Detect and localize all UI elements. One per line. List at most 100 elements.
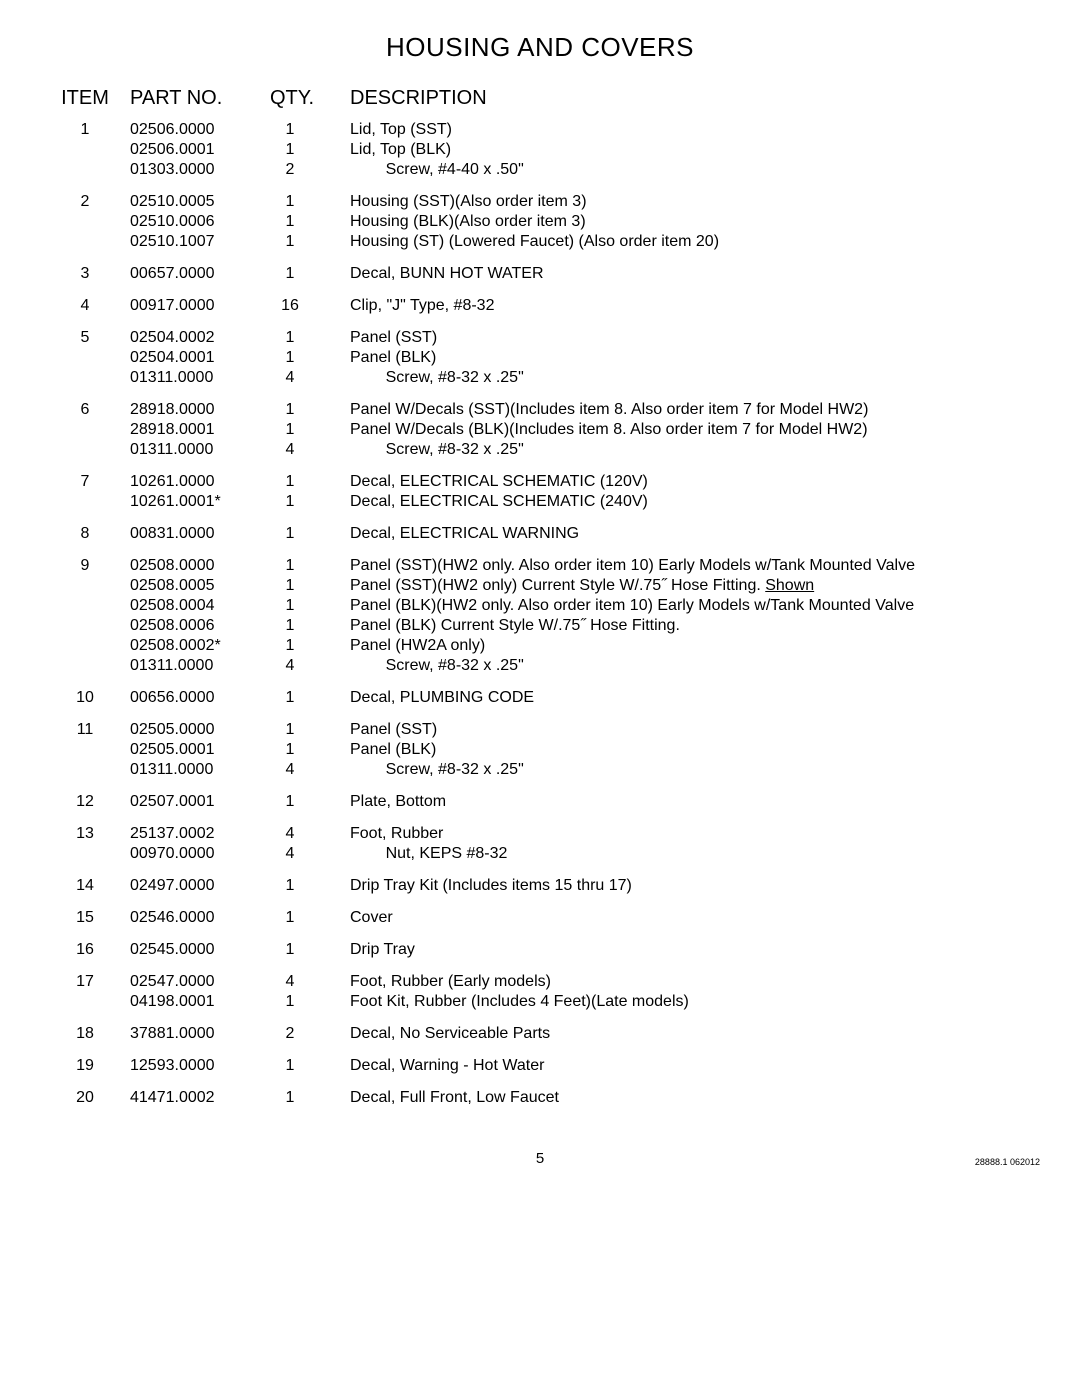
quantities: 1 bbox=[270, 940, 350, 972]
item-number: 12 bbox=[40, 792, 130, 824]
part-numbers: 28918.0000 28918.0001 01311.0000 bbox=[130, 400, 270, 472]
quantities: 4 4 bbox=[270, 824, 350, 876]
table-row: 1502546.00001Cover bbox=[40, 908, 1040, 940]
descriptions: Decal, Full Front, Low Faucet bbox=[350, 1088, 1040, 1120]
quantities: 1 1 4 bbox=[270, 328, 350, 400]
descriptions: Plate, Bottom bbox=[350, 792, 1040, 824]
table-row: 1402497.00001Drip Tray Kit (Includes ite… bbox=[40, 876, 1040, 908]
page-footer: 5 28888.1 062012 bbox=[40, 1150, 1040, 1167]
descriptions: Decal, ELECTRICAL WARNING bbox=[350, 524, 1040, 556]
col-header-desc: DESCRIPTION bbox=[350, 81, 1040, 120]
part-numbers: 10261.0000 10261.0001* bbox=[130, 472, 270, 524]
item-number: 4 bbox=[40, 296, 130, 328]
parts-table: ITEM PART NO. QTY. DESCRIPTION 102506.00… bbox=[40, 81, 1040, 1120]
item-number: 17 bbox=[40, 972, 130, 1024]
descriptions: Drip Tray bbox=[350, 940, 1040, 972]
col-header-qty: QTY. bbox=[270, 81, 350, 120]
table-row: 800831.00001Decal, ELECTRICAL WARNING bbox=[40, 524, 1040, 556]
quantities: 1 bbox=[270, 1056, 350, 1088]
item-number: 7 bbox=[40, 472, 130, 524]
part-numbers: 02510.0005 02510.0006 02510.1007 bbox=[130, 192, 270, 264]
item-number: 3 bbox=[40, 264, 130, 296]
descriptions: Decal, Warning - Hot Water bbox=[350, 1056, 1040, 1088]
descriptions: Housing (SST)(Also order item 3) Housing… bbox=[350, 192, 1040, 264]
item-number: 10 bbox=[40, 688, 130, 720]
quantities: 1 bbox=[270, 1088, 350, 1120]
quantities: 4 1 bbox=[270, 972, 350, 1024]
col-header-part: PART NO. bbox=[130, 81, 270, 120]
quantities: 1 1 1 bbox=[270, 192, 350, 264]
quantities: 16 bbox=[270, 296, 350, 328]
descriptions: Panel (SST) Panel (BLK) Screw, #8-32 x .… bbox=[350, 328, 1040, 400]
item-number: 9 bbox=[40, 556, 130, 688]
descriptions: Foot, Rubber Nut, KEPS #8-32 bbox=[350, 824, 1040, 876]
descriptions: Decal, BUNN HOT WATER bbox=[350, 264, 1040, 296]
table-row: 502504.0002 02504.0001 01311.00001 1 4Pa… bbox=[40, 328, 1040, 400]
item-number: 18 bbox=[40, 1024, 130, 1056]
descriptions: Decal, ELECTRICAL SCHEMATIC (120V) Decal… bbox=[350, 472, 1040, 524]
table-row: 1702547.0000 04198.00014 1Foot, Rubber (… bbox=[40, 972, 1040, 1024]
item-number: 14 bbox=[40, 876, 130, 908]
table-row: 300657.00001Decal, BUNN HOT WATER bbox=[40, 264, 1040, 296]
item-number: 13 bbox=[40, 824, 130, 876]
quantities: 1 bbox=[270, 876, 350, 908]
table-row: 1325137.0002 00970.00004 4Foot, Rubber N… bbox=[40, 824, 1040, 876]
descriptions: Foot, Rubber (Early models) Foot Kit, Ru… bbox=[350, 972, 1040, 1024]
doc-code: 28888.1 062012 bbox=[975, 1157, 1040, 1167]
table-row: 1000656.00001Decal, PLUMBING CODE bbox=[40, 688, 1040, 720]
descriptions: Drip Tray Kit (Includes items 15 thru 17… bbox=[350, 876, 1040, 908]
item-number: 16 bbox=[40, 940, 130, 972]
quantities: 1 bbox=[270, 792, 350, 824]
table-row: 1202507.00011Plate, Bottom bbox=[40, 792, 1040, 824]
page-number: 5 bbox=[40, 1150, 1040, 1167]
shown-link: Shown bbox=[765, 577, 814, 594]
quantities: 1 1 4 bbox=[270, 720, 350, 792]
part-numbers: 25137.0002 00970.0000 bbox=[130, 824, 270, 876]
quantities: 1 1 2 bbox=[270, 120, 350, 192]
item-number: 19 bbox=[40, 1056, 130, 1088]
descriptions: Panel (SST) Panel (BLK) Screw, #8-32 x .… bbox=[350, 720, 1040, 792]
part-numbers: 02507.0001 bbox=[130, 792, 270, 824]
item-number: 1 bbox=[40, 120, 130, 192]
quantities: 1 bbox=[270, 688, 350, 720]
part-numbers: 02547.0000 04198.0001 bbox=[130, 972, 270, 1024]
table-row: 1837881.00002Decal, No Serviceable Parts bbox=[40, 1024, 1040, 1056]
item-number: 2 bbox=[40, 192, 130, 264]
table-row: 400917.000016Clip, "J" Type, #8-32 bbox=[40, 296, 1040, 328]
part-numbers: 00657.0000 bbox=[130, 264, 270, 296]
part-numbers: 41471.0002 bbox=[130, 1088, 270, 1120]
item-number: 20 bbox=[40, 1088, 130, 1120]
part-numbers: 02505.0000 02505.0001 01311.0000 bbox=[130, 720, 270, 792]
descriptions: Clip, "J" Type, #8-32 bbox=[350, 296, 1040, 328]
table-row: 1912593.00001Decal, Warning - Hot Water bbox=[40, 1056, 1040, 1088]
quantities: 2 bbox=[270, 1024, 350, 1056]
table-row: 628918.0000 28918.0001 01311.00001 1 4Pa… bbox=[40, 400, 1040, 472]
quantities: 1 bbox=[270, 524, 350, 556]
item-number: 8 bbox=[40, 524, 130, 556]
quantities: 1 1 bbox=[270, 472, 350, 524]
table-row: 1602545.00001Drip Tray bbox=[40, 940, 1040, 972]
table-row: 902508.0000 02508.0005 02508.0004 02508.… bbox=[40, 556, 1040, 688]
quantities: 1 1 4 bbox=[270, 400, 350, 472]
table-row: 102506.0000 02506.0001 01303.00001 1 2Li… bbox=[40, 120, 1040, 192]
quantities: 1 1 1 1 1 4 bbox=[270, 556, 350, 688]
descriptions: Decal, No Serviceable Parts bbox=[350, 1024, 1040, 1056]
part-numbers: 02508.0000 02508.0005 02508.0004 02508.0… bbox=[130, 556, 270, 688]
col-header-item: ITEM bbox=[40, 81, 130, 120]
descriptions: Panel W/Decals (SST)(Includes item 8. Al… bbox=[350, 400, 1040, 472]
part-numbers: 00656.0000 bbox=[130, 688, 270, 720]
part-numbers: 02506.0000 02506.0001 01303.0000 bbox=[130, 120, 270, 192]
table-row: 202510.0005 02510.0006 02510.10071 1 1Ho… bbox=[40, 192, 1040, 264]
descriptions: Cover bbox=[350, 908, 1040, 940]
table-row: 2041471.00021Decal, Full Front, Low Fauc… bbox=[40, 1088, 1040, 1120]
part-numbers: 02504.0002 02504.0001 01311.0000 bbox=[130, 328, 270, 400]
item-number: 6 bbox=[40, 400, 130, 472]
part-numbers: 37881.0000 bbox=[130, 1024, 270, 1056]
part-numbers: 00917.0000 bbox=[130, 296, 270, 328]
part-numbers: 12593.0000 bbox=[130, 1056, 270, 1088]
item-number: 11 bbox=[40, 720, 130, 792]
descriptions: Lid, Top (SST) Lid, Top (BLK) Screw, #4-… bbox=[350, 120, 1040, 192]
table-row: 710261.0000 10261.0001*1 1Decal, ELECTRI… bbox=[40, 472, 1040, 524]
part-numbers: 02546.0000 bbox=[130, 908, 270, 940]
page-title: HOUSING AND COVERS bbox=[40, 32, 1040, 63]
